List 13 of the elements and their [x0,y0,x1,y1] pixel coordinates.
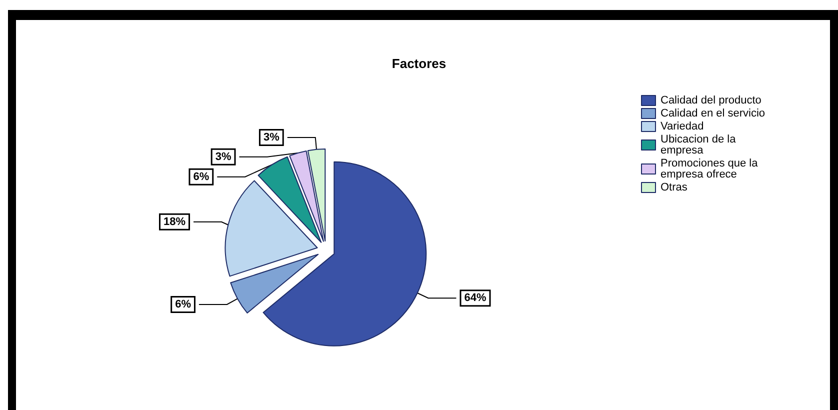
legend-label: Ubicacion de la empresa [660,134,739,156]
legend-label: Promociones que la empresa ofrece [660,158,761,180]
legend-label: Otras [660,182,688,194]
data-label: 18% [163,216,186,228]
data-label: 6% [175,298,192,310]
data-label: 3% [215,150,232,163]
data-label: 6% [193,170,210,183]
legend-label: Calidad del producto [660,94,762,106]
chart-title: Factores [392,56,446,71]
legend-label: Calidad en el servicio [660,108,766,120]
data-label: 3% [263,132,280,144]
legend-label: Variedad [660,120,704,132]
data-label: 64% [464,292,486,304]
